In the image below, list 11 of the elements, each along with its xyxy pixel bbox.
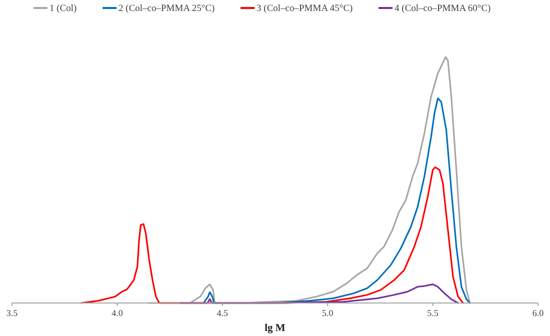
x-tick-label: 4.0 — [112, 308, 124, 318]
legend-label: 4 (Col–co–PMMA 60°C) — [394, 4, 491, 14]
x-tick-label: 5.0 — [322, 308, 334, 318]
legend-label: 3 (Col–co–PMMA 45°C) — [256, 4, 353, 14]
x-tick-label: 5.5 — [427, 308, 439, 318]
x-tick-label: 3.5 — [6, 308, 18, 318]
legend-label: 2 (Col–co–PMMA 25°C) — [118, 4, 215, 14]
legend-label: 1 (Col) — [49, 4, 77, 14]
x-tick-label: 4.5 — [216, 308, 229, 318]
x-axis-title: lg M — [264, 323, 286, 334]
x-tick-label: 6.0 — [532, 308, 544, 318]
